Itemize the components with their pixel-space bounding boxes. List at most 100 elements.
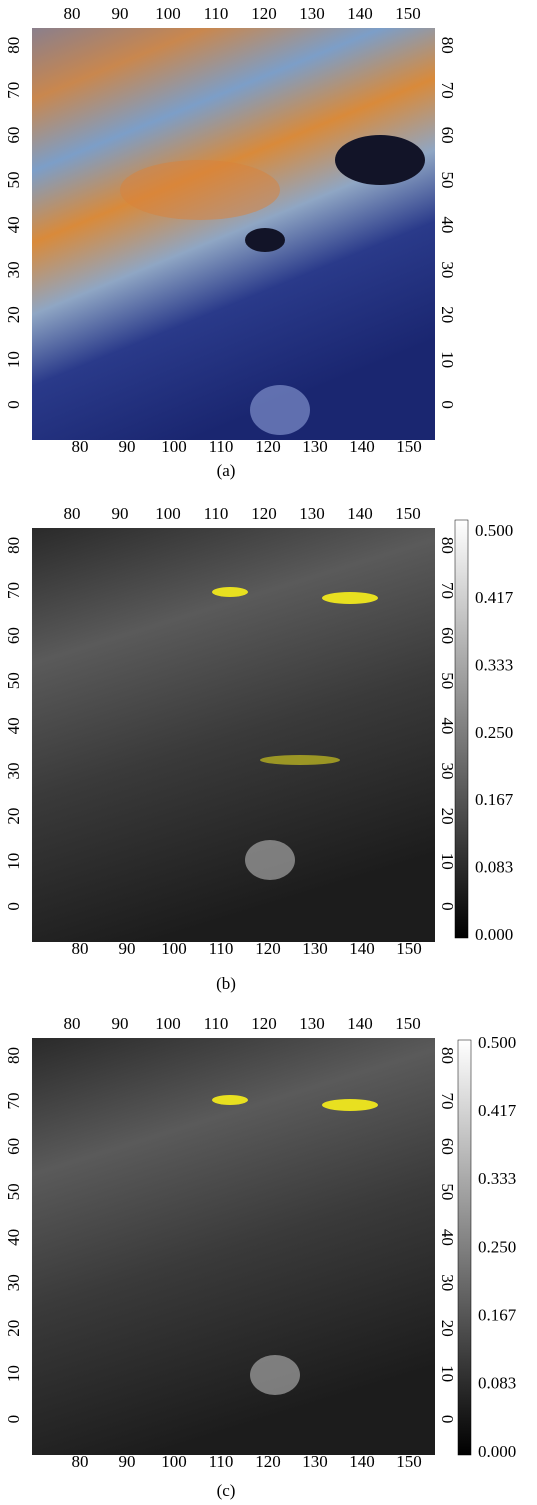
y-tick-label: 70 [438, 1092, 457, 1109]
x-tick-label: 80 [72, 939, 89, 958]
yellow-detection [322, 592, 378, 604]
x-tick-label: 90 [119, 437, 136, 456]
colorbar-label: 0.083 [475, 858, 513, 877]
cloud [120, 160, 280, 220]
panel [32, 1038, 471, 1455]
x-tick-label: 140 [347, 504, 373, 523]
cloud [250, 385, 310, 435]
x-tick-label: 120 [255, 939, 281, 958]
y-tick-label: 80 [438, 537, 457, 554]
x-tick-label: 120 [255, 1452, 281, 1471]
x-tick-label: 80 [64, 4, 81, 23]
y-tick-label: 50 [4, 1183, 23, 1200]
y-tick-label: 60 [4, 127, 23, 144]
y-tick-label: 40 [4, 1229, 23, 1246]
x-tick-label: 80 [64, 1014, 81, 1033]
colorbar-label: 0.417 [475, 588, 514, 607]
y-tick-label: 50 [4, 172, 23, 189]
x-tick-label: 150 [395, 4, 421, 23]
x-tick-label: 100 [161, 1452, 187, 1471]
y-tick-label: 0 [4, 400, 23, 409]
x-tick-label: 100 [155, 504, 181, 523]
y-tick-label: 30 [438, 763, 457, 780]
y-tick-label: 20 [438, 306, 457, 323]
x-tick-label: 110 [204, 4, 229, 23]
x-tick-label: 100 [161, 437, 187, 456]
cloud [250, 1355, 300, 1395]
x-tick-label: 80 [72, 1452, 89, 1471]
figure: 8090100110120130140150809010011012013014… [0, 0, 537, 1505]
colorbar-label: 0.333 [475, 656, 513, 675]
x-tick-label: 110 [204, 504, 229, 523]
caption: (a) [217, 461, 236, 480]
y-tick-label: 30 [4, 261, 23, 278]
x-tick-label: 120 [251, 504, 277, 523]
y-tick-label: 70 [4, 1092, 23, 1109]
y-tick-label: 10 [438, 853, 457, 870]
colorbar-label: 0.417 [478, 1101, 517, 1120]
colorbar-label: 0.333 [478, 1169, 516, 1188]
y-tick-label: 40 [438, 1229, 457, 1246]
y-tick-label: 0 [4, 1415, 23, 1424]
y-tick-label: 10 [4, 351, 23, 368]
x-tick-label: 90 [112, 504, 129, 523]
colorbar-label: 0.250 [475, 723, 513, 742]
y-tick-label: 0 [438, 1415, 457, 1424]
yellow-detection [260, 755, 340, 765]
y-tick-label: 30 [438, 261, 457, 278]
colorbar-label: 0.083 [478, 1374, 516, 1393]
x-tick-label: 130 [299, 4, 325, 23]
colorbar [458, 1040, 471, 1455]
y-tick-label: 30 [4, 763, 23, 780]
x-tick-label: 90 [119, 1452, 136, 1471]
colorbar-label: 0.000 [475, 925, 513, 944]
x-tick-label: 80 [64, 504, 81, 523]
x-tick-label: 150 [395, 504, 421, 523]
panel [32, 28, 435, 440]
y-tick-label: 20 [438, 1320, 457, 1337]
satellite-image [32, 28, 435, 440]
y-tick-label: 60 [438, 627, 457, 644]
colorbar-label: 0.250 [478, 1237, 516, 1256]
x-tick-label: 90 [112, 4, 129, 23]
x-tick-label: 90 [119, 939, 136, 958]
y-tick-label: 70 [4, 582, 23, 599]
y-tick-label: 20 [4, 808, 23, 825]
y-tick-label: 50 [438, 672, 457, 689]
x-tick-label: 100 [161, 939, 187, 958]
y-tick-label: 10 [4, 853, 23, 870]
y-tick-label: 30 [4, 1274, 23, 1291]
y-tick-label: 60 [438, 127, 457, 144]
yellow-detection [322, 1099, 378, 1111]
x-tick-label: 110 [209, 437, 234, 456]
y-tick-label: 50 [438, 172, 457, 189]
cloud [245, 840, 295, 880]
x-tick-label: 120 [255, 437, 281, 456]
dark-region [245, 228, 285, 252]
x-tick-label: 130 [302, 437, 328, 456]
x-tick-label: 100 [155, 4, 181, 23]
x-tick-label: 150 [396, 1452, 422, 1471]
y-tick-label: 70 [438, 82, 457, 99]
x-tick-label: 140 [347, 4, 373, 23]
x-tick-label: 130 [302, 939, 328, 958]
y-tick-label: 20 [438, 808, 457, 825]
y-tick-label: 80 [4, 537, 23, 554]
x-tick-label: 110 [204, 1014, 229, 1033]
colorbar-label: 0.500 [478, 1033, 516, 1052]
x-tick-label: 140 [347, 1014, 373, 1033]
colorbar-label: 0.000 [478, 1442, 516, 1461]
panel [32, 520, 468, 942]
yellow-detection [212, 587, 248, 597]
page: 8090100110120130140150809010011012013014… [0, 0, 537, 1505]
y-tick-label: 0 [438, 400, 457, 409]
y-tick-label: 40 [438, 717, 457, 734]
x-tick-label: 150 [396, 939, 422, 958]
y-tick-label: 80 [438, 37, 457, 54]
y-tick-label: 20 [4, 1320, 23, 1337]
x-tick-label: 80 [72, 437, 89, 456]
x-tick-label: 130 [299, 1014, 325, 1033]
y-tick-label: 20 [4, 306, 23, 323]
y-tick-label: 50 [438, 1183, 457, 1200]
x-tick-label: 120 [251, 4, 277, 23]
